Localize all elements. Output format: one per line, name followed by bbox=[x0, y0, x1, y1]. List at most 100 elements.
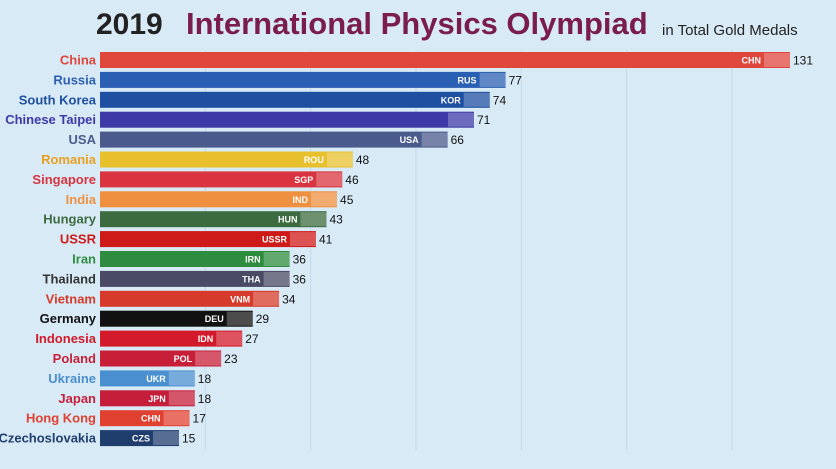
value-label: 23 bbox=[224, 352, 238, 366]
flag-icon bbox=[153, 431, 180, 446]
value-label: 18 bbox=[198, 372, 212, 386]
value-label: 43 bbox=[329, 213, 343, 227]
bar bbox=[100, 350, 222, 367]
flag-icon bbox=[226, 311, 253, 326]
bar bbox=[100, 410, 190, 427]
category-label: USA bbox=[69, 132, 97, 147]
value-label: 48 bbox=[356, 153, 370, 167]
country-code-label: VNM bbox=[230, 294, 250, 304]
value-label: 77 bbox=[509, 73, 523, 87]
category-label: Thailand bbox=[43, 271, 97, 286]
flag-icon bbox=[163, 411, 190, 426]
country-code-label: KOR bbox=[441, 95, 462, 105]
flag-icon bbox=[764, 53, 790, 67]
value-label: 74 bbox=[493, 93, 507, 107]
flag-icon bbox=[216, 331, 243, 346]
bar bbox=[100, 251, 290, 267]
country-code-label: CHN bbox=[742, 56, 762, 66]
value-label: 34 bbox=[282, 292, 296, 306]
value-label: 17 bbox=[193, 412, 207, 426]
category-label: Czechoslovakia bbox=[0, 431, 97, 446]
bar bbox=[100, 111, 474, 128]
flag-icon bbox=[447, 112, 474, 127]
country-code-label: IRN bbox=[245, 255, 261, 265]
category-label: Romania bbox=[41, 152, 97, 167]
category-label: Poland bbox=[53, 351, 96, 366]
category-label: Indonesia bbox=[35, 331, 96, 346]
country-code-label: USA bbox=[400, 135, 420, 145]
flag-icon bbox=[479, 72, 506, 87]
bar bbox=[100, 310, 253, 327]
country-code-label: DEU bbox=[205, 314, 224, 324]
country-code-label: ROU bbox=[304, 155, 324, 165]
category-label: Germany bbox=[40, 311, 97, 326]
flag-icon bbox=[311, 192, 338, 207]
bar bbox=[100, 151, 353, 168]
bar bbox=[100, 390, 195, 407]
bar bbox=[100, 191, 338, 208]
country-code-label: IDN bbox=[198, 334, 214, 344]
category-label: Hungary bbox=[43, 212, 97, 227]
bar bbox=[100, 171, 343, 188]
flag-icon bbox=[253, 291, 280, 306]
category-label: Chinese Taipei bbox=[5, 112, 96, 127]
country-code-label: THA bbox=[242, 274, 261, 284]
flag-icon bbox=[316, 172, 343, 187]
flag-icon bbox=[263, 252, 290, 266]
value-label: 27 bbox=[245, 332, 259, 346]
bar bbox=[100, 131, 448, 148]
bar bbox=[100, 290, 280, 307]
value-label: 36 bbox=[293, 253, 307, 267]
flag-icon bbox=[300, 212, 327, 227]
country-code-label: CHN bbox=[141, 414, 161, 424]
country-code-label: JPN bbox=[148, 394, 166, 404]
value-label: 66 bbox=[451, 133, 465, 147]
category-label: Russia bbox=[53, 72, 96, 87]
category-label: Iran bbox=[72, 252, 96, 267]
country-code-label: RUS bbox=[458, 75, 477, 85]
flag-icon bbox=[168, 391, 195, 406]
flag-icon bbox=[263, 271, 290, 286]
value-label: 71 bbox=[477, 113, 491, 127]
chart-subtitle: in Total Gold Medals bbox=[662, 22, 798, 39]
flag-icon bbox=[421, 132, 448, 147]
bar bbox=[100, 52, 790, 68]
bar bbox=[100, 330, 243, 347]
flag-icon bbox=[195, 351, 222, 366]
category-label: Vietnam bbox=[46, 291, 96, 306]
bar bbox=[100, 430, 180, 447]
bar bbox=[100, 370, 195, 387]
value-label: 41 bbox=[319, 233, 333, 247]
value-label: 18 bbox=[198, 392, 212, 406]
country-code-label: UKR bbox=[146, 374, 166, 384]
bar bbox=[100, 91, 490, 108]
bar bbox=[100, 211, 327, 228]
country-code-label: HUN bbox=[278, 215, 298, 225]
value-label: 29 bbox=[256, 312, 270, 326]
value-label: 46 bbox=[345, 173, 359, 187]
category-label: China bbox=[60, 53, 97, 68]
flag-icon bbox=[326, 152, 353, 167]
bar bbox=[100, 270, 290, 287]
value-label: 36 bbox=[293, 272, 307, 286]
value-label: 45 bbox=[340, 193, 354, 207]
flag-icon bbox=[463, 92, 490, 107]
flag-icon bbox=[168, 371, 195, 386]
bar bbox=[100, 71, 506, 88]
country-code-label: POL bbox=[174, 354, 193, 364]
category-label: India bbox=[66, 192, 97, 207]
country-code-label: CZS bbox=[132, 434, 150, 444]
value-label: 131 bbox=[793, 54, 813, 68]
category-label: Ukraine bbox=[48, 371, 96, 386]
category-label: Japan bbox=[58, 391, 96, 406]
value-label: 15 bbox=[182, 432, 196, 446]
bar bbox=[100, 231, 316, 248]
country-code-label: SGP bbox=[294, 175, 313, 185]
category-label: Hong Kong bbox=[26, 411, 96, 426]
category-label: Singapore bbox=[32, 172, 96, 187]
flag-icon bbox=[289, 232, 316, 247]
category-label: USSR bbox=[60, 232, 97, 247]
country-code-label: IND bbox=[293, 195, 309, 205]
